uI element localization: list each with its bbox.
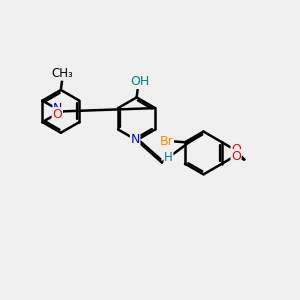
Text: OH: OH xyxy=(130,75,149,88)
Text: N: N xyxy=(130,133,140,146)
Text: CH₃: CH₃ xyxy=(51,67,73,80)
Text: Br: Br xyxy=(160,135,173,148)
Text: O: O xyxy=(231,150,241,163)
Text: N: N xyxy=(53,102,62,115)
Text: O: O xyxy=(231,143,241,156)
Text: H: H xyxy=(164,151,173,164)
Text: O: O xyxy=(52,108,62,121)
